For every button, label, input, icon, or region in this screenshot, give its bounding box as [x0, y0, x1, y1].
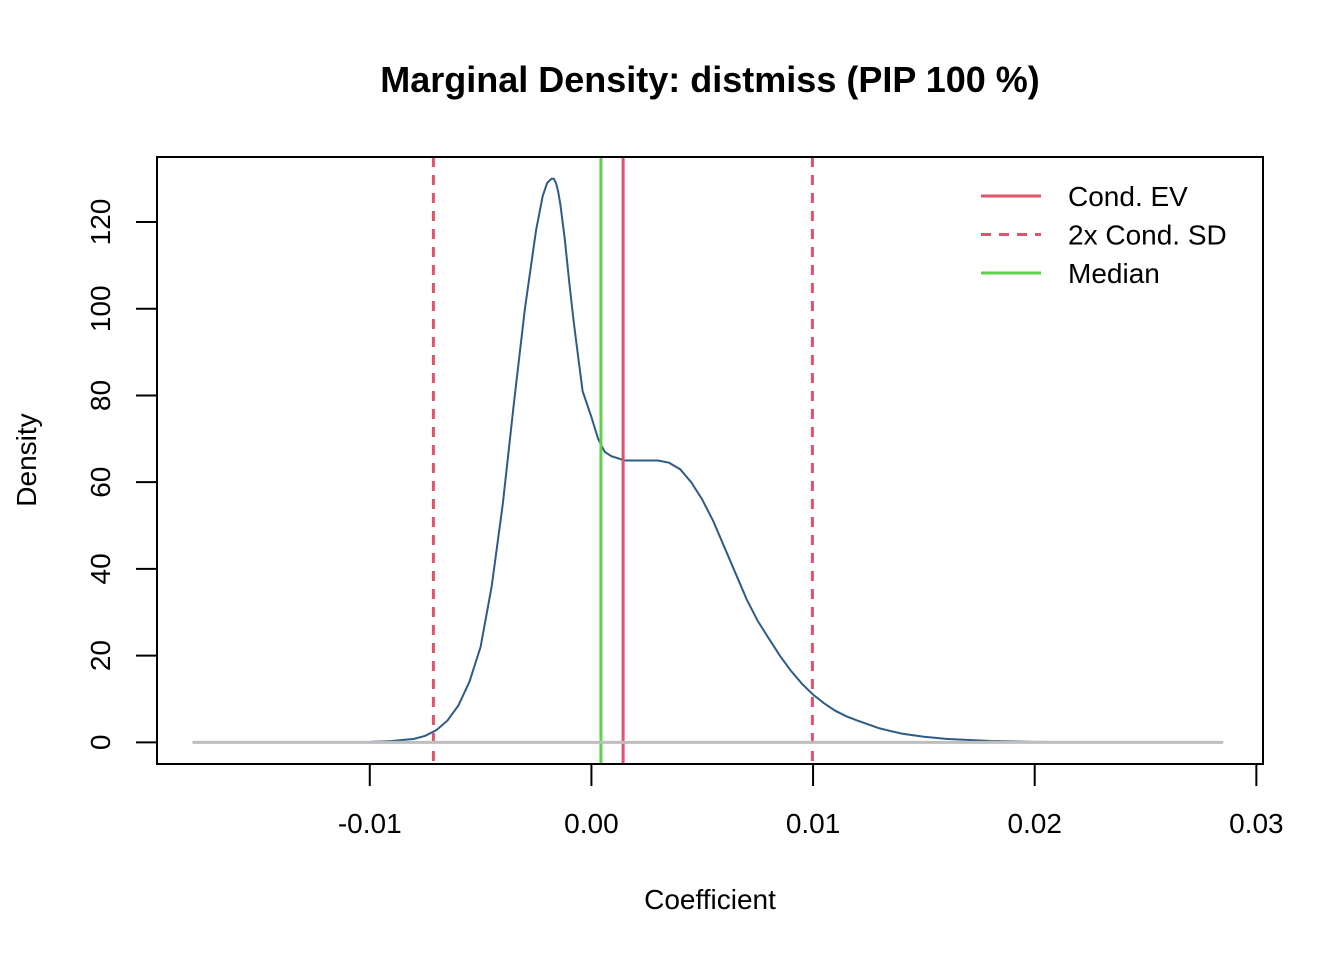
plot-layer: [192, 157, 1224, 764]
y-axis-label: Density: [11, 413, 42, 506]
x-tick-label: 0.02: [1007, 808, 1062, 839]
legend-label: Cond. EV: [1068, 181, 1188, 212]
y-tick-label: 80: [85, 380, 116, 411]
density-curve: [199, 177, 1224, 744]
legend-label: 2x Cond. SD: [1068, 220, 1227, 251]
y-tick-label: 100: [85, 285, 116, 332]
x-axis-label: Coefficient: [644, 884, 776, 915]
chart-title: Marginal Density: distmiss (PIP 100 %): [380, 59, 1040, 100]
legend: Cond. EV 2x Cond. SD Median: [981, 181, 1227, 289]
x-tick-label: -0.01: [338, 808, 402, 839]
legend-label: Median: [1068, 258, 1160, 289]
y-tick-label: 0: [85, 735, 116, 751]
y-tick-label: 120: [85, 199, 116, 246]
x-tick-label: 0.03: [1229, 808, 1284, 839]
y-tick-label: 40: [85, 553, 116, 584]
y-tick-label: 60: [85, 467, 116, 498]
x-tick-label: 0.01: [786, 808, 841, 839]
y-tick-label: 20: [85, 640, 116, 671]
x-tick-label: 0.00: [564, 808, 619, 839]
plot-frame: [156, 156, 1264, 765]
